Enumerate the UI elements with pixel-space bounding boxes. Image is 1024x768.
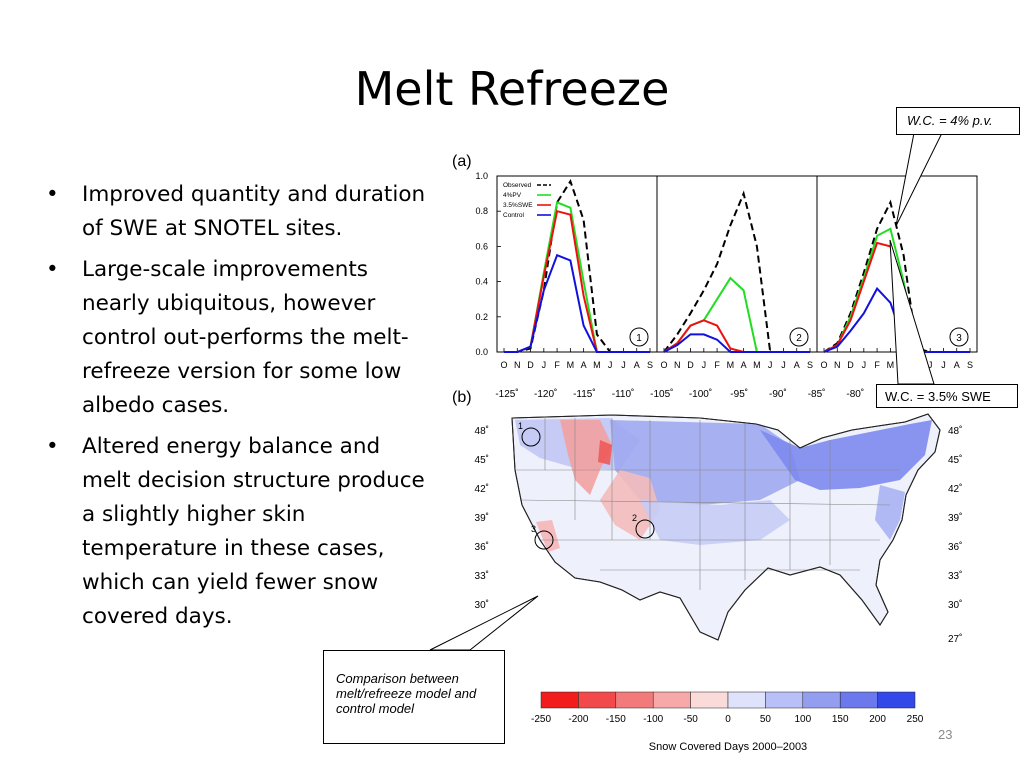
callout-comparison-text: Comparison between melt/refreeze model a…	[336, 671, 477, 716]
bullet-text: Altered energy balance and melt decision…	[82, 434, 425, 629]
callout-pointer-swe	[889, 239, 935, 385]
callout-wc-pv-text: W.C. = 4% p.v.	[907, 113, 993, 128]
bullet-icon: •	[46, 257, 59, 282]
bullet-text: Improved quantity and duration of SWE at…	[82, 182, 426, 241]
callout-pointer-pv	[895, 132, 943, 227]
bullet-item: • Altered energy balance and melt decisio…	[46, 430, 426, 634]
bullet-icon: •	[46, 434, 59, 459]
bullet-icon: •	[46, 182, 59, 207]
bullet-item: • Improved quantity and duration of SWE a…	[46, 178, 426, 246]
bullet-list: • Improved quantity and duration of SWE a…	[46, 178, 426, 641]
callout-wc-pv: W.C. = 4% p.v.	[896, 107, 1020, 135]
callout-wc-swe-text: W.C. = 3.5% SWE	[885, 389, 991, 404]
callout-wc-swe: W.C. = 3.5% SWE	[876, 384, 1018, 408]
callout-pointer-comparison	[429, 595, 539, 651]
bullet-text: Large-scale improvements nearly ubiquito…	[82, 257, 409, 418]
page-number: 23	[938, 727, 953, 742]
bullet-item: • Large-scale improvements nearly ubiquit…	[46, 253, 426, 423]
callout-comparison: Comparison between melt/refreeze model a…	[323, 650, 505, 744]
slide-title: Melt Refreeze	[354, 62, 670, 116]
